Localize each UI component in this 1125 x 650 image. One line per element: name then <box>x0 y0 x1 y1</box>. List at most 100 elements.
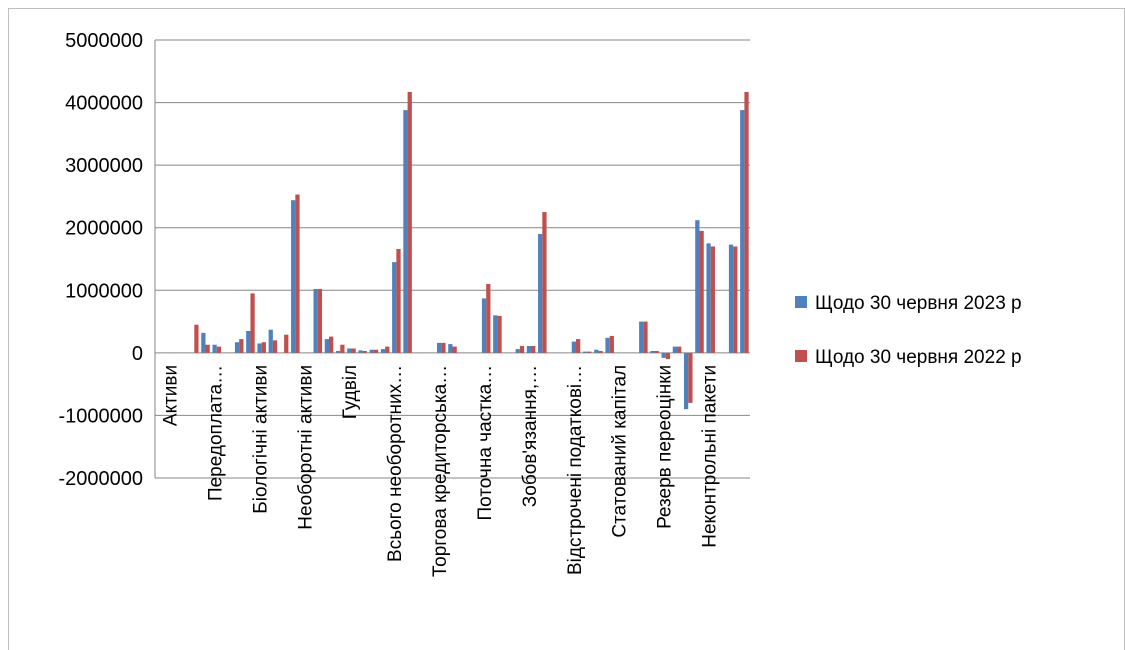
bar <box>688 352 693 403</box>
bar <box>403 110 408 353</box>
bar <box>369 349 374 353</box>
bar <box>335 350 341 353</box>
bar <box>385 346 390 353</box>
bar <box>317 289 323 353</box>
bar <box>493 315 498 353</box>
bar <box>699 230 704 353</box>
x-tick-label: Резерв переоцінки <box>655 365 676 529</box>
bar <box>744 91 749 353</box>
x-tick-label: Зобов'язання,… <box>520 365 541 507</box>
bar <box>643 321 648 353</box>
bar <box>340 344 345 353</box>
bar <box>605 337 610 353</box>
bar <box>373 349 379 353</box>
x-tick-label: Торгова кредиторська… <box>430 365 451 577</box>
bar <box>481 298 487 353</box>
bar <box>250 293 255 353</box>
bar <box>347 348 352 353</box>
bar <box>639 321 644 353</box>
bar <box>362 350 367 353</box>
bar <box>324 339 330 353</box>
bar <box>609 335 614 353</box>
bar <box>515 349 520 353</box>
x-tick-label: Статований капітал <box>610 365 631 538</box>
legend-swatch <box>795 296 807 308</box>
bar <box>538 233 543 353</box>
bar <box>329 336 334 353</box>
bar <box>194 324 199 353</box>
bar <box>728 244 734 353</box>
y-tick-label: 4000000 <box>65 93 143 115</box>
bar <box>268 329 273 353</box>
bar <box>665 352 671 360</box>
bar <box>239 339 244 353</box>
x-tick-label: Всього необоротних… <box>385 365 406 562</box>
bar <box>710 246 715 353</box>
bar <box>291 200 296 353</box>
bar <box>531 345 536 353</box>
bar <box>234 342 240 353</box>
x-tick-label: Біологічні активи <box>250 365 271 514</box>
x-tick-label: Активи <box>161 365 182 426</box>
bar <box>407 91 412 353</box>
bar <box>452 346 457 353</box>
bar <box>295 194 300 353</box>
x-tick-label: Необоротні активи <box>295 365 316 530</box>
x-tick-label: Неконтрольні пакети <box>699 365 720 548</box>
x-tick-label: Гудвіл <box>340 365 361 419</box>
bar <box>677 346 682 353</box>
bar <box>582 351 588 353</box>
bar <box>672 346 678 353</box>
bar <box>654 350 659 353</box>
bar <box>542 212 547 353</box>
legend-swatch <box>795 350 807 362</box>
bar <box>497 315 502 353</box>
bar <box>216 346 222 353</box>
bar <box>246 330 251 353</box>
y-tick-label: -2000000 <box>58 468 143 490</box>
bar <box>661 352 666 358</box>
y-tick-label: 0 <box>132 343 143 365</box>
y-tick-label: 2000000 <box>65 218 143 240</box>
bar <box>683 352 689 410</box>
y-tick-label: 3000000 <box>65 155 143 177</box>
bar <box>598 350 603 353</box>
bar <box>695 220 700 353</box>
bar <box>587 351 592 353</box>
bar <box>205 344 210 353</box>
bar <box>212 344 217 353</box>
bar <box>380 349 386 353</box>
y-tick-label: 5000000 <box>65 30 143 52</box>
x-tick-label: Передоплата… <box>206 365 227 501</box>
y-tick-label: -1000000 <box>58 405 143 427</box>
bar <box>261 342 266 353</box>
bar <box>358 350 363 353</box>
legend-label: Щодо 30 червня 2022 р <box>815 347 1022 368</box>
bar <box>272 340 278 353</box>
legend-label: Щодо 30 червня 2023 р <box>815 293 1022 314</box>
bar <box>740 110 745 353</box>
bar <box>448 344 453 353</box>
bar <box>571 341 576 353</box>
x-tick-label: Поточна частка… <box>475 365 496 521</box>
bar <box>201 332 206 353</box>
bar <box>392 262 397 353</box>
bar <box>526 345 532 353</box>
y-tick-label: 1000000 <box>65 280 143 302</box>
bar <box>257 343 262 353</box>
bar <box>486 284 491 353</box>
x-tick-label: Відстрочені податкові… <box>565 365 586 575</box>
bar <box>575 339 581 353</box>
bar <box>519 345 525 353</box>
bar <box>396 248 401 353</box>
bar <box>313 289 318 353</box>
bar <box>437 342 442 353</box>
bar <box>733 246 738 353</box>
bar <box>441 342 446 353</box>
bar <box>594 349 599 353</box>
bar <box>706 243 711 353</box>
bar <box>284 334 289 353</box>
bar <box>351 348 356 353</box>
